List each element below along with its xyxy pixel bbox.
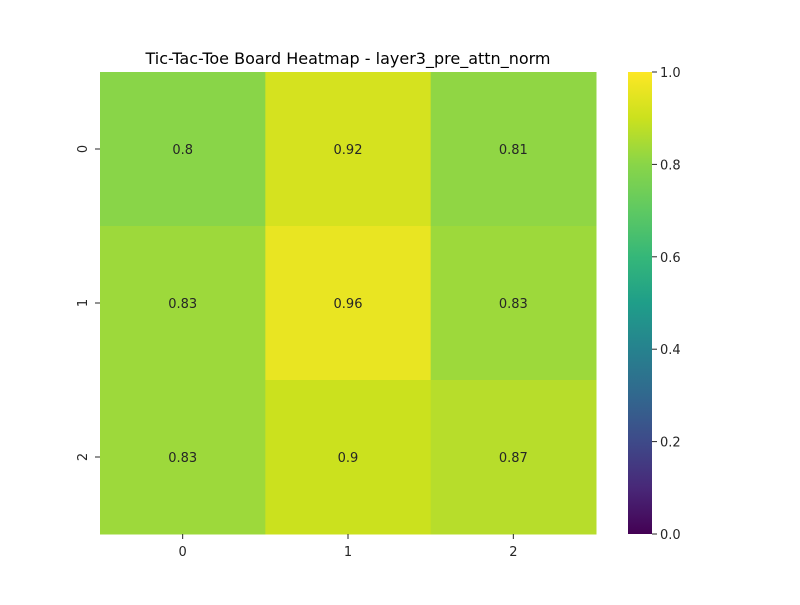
x-axis: 0 1 2	[179, 534, 518, 560]
y-tick-label: 0	[76, 145, 91, 153]
y-tick-label: 1	[76, 299, 91, 307]
colorbar-tick-label: 0.6	[660, 251, 681, 266]
cell-value-label: 0.83	[168, 451, 197, 466]
colorbar-gradient	[628, 72, 652, 534]
cell-value-label: 0.83	[499, 297, 528, 312]
x-tick-label: 2	[509, 545, 517, 560]
cell-value-label: 0.8	[172, 143, 193, 158]
y-axis: 0 1 2	[76, 145, 100, 461]
colorbar: 0.0 0.2 0.4 0.6 0.8 1.0	[628, 66, 681, 543]
colorbar-tick-label: 0.0	[660, 528, 681, 543]
cell-value-label: 0.92	[334, 143, 363, 158]
cell-value-label: 0.87	[499, 451, 528, 466]
chart-title: Tic-Tac-Toe Board Heatmap - layer3_pre_a…	[144, 49, 550, 69]
y-tick-label: 2	[76, 453, 91, 461]
x-tick-label: 1	[344, 545, 352, 560]
colorbar-tick-label: 0.8	[660, 158, 681, 173]
x-tick-label: 0	[179, 545, 187, 560]
cell-value-label: 0.96	[334, 297, 363, 312]
heatmap-cells: 0.8 0.92 0.81 0.83 0.96 0.83 0.83 0.9 0.87	[100, 72, 597, 535]
colorbar-tick-label: 1.0	[660, 66, 681, 81]
cell-value-label: 0.9	[338, 451, 359, 466]
cell-value-label: 0.83	[168, 297, 197, 312]
colorbar-tick-label: 0.4	[660, 343, 681, 358]
cell-value-label: 0.81	[499, 143, 528, 158]
colorbar-tick-label: 0.2	[660, 436, 681, 451]
